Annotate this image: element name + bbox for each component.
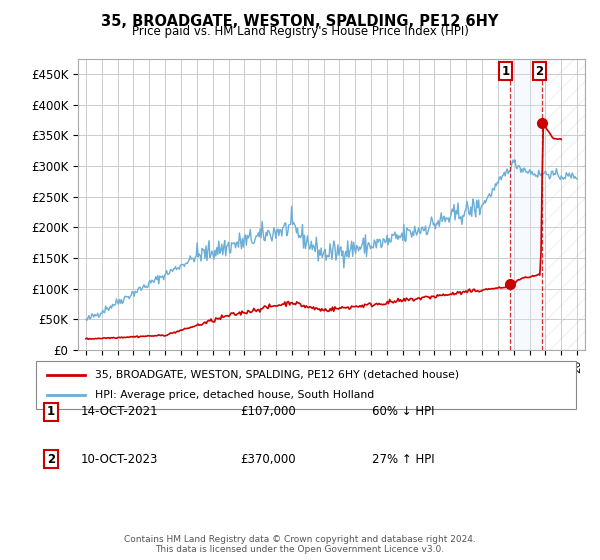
Text: 60% ↓ HPI: 60% ↓ HPI [372, 405, 434, 418]
Text: 1: 1 [47, 405, 55, 418]
Text: £107,000: £107,000 [240, 405, 296, 418]
Text: £370,000: £370,000 [240, 452, 296, 466]
Bar [511, 59, 542, 350]
Text: Contains HM Land Registry data © Crown copyright and database right 2024.
This d: Contains HM Land Registry data © Crown c… [124, 535, 476, 554]
Text: 1: 1 [502, 64, 509, 78]
Text: 14-OCT-2021: 14-OCT-2021 [81, 405, 158, 418]
Text: 2: 2 [47, 452, 55, 466]
Text: 27% ↑ HPI: 27% ↑ HPI [372, 452, 434, 466]
FancyBboxPatch shape [36, 361, 576, 409]
Text: Price paid vs. HM Land Registry's House Price Index (HPI): Price paid vs. HM Land Registry's House … [131, 25, 469, 38]
Text: HPI: Average price, detached house, South Holland: HPI: Average price, detached house, Sout… [95, 390, 374, 400]
Text: 2: 2 [536, 64, 544, 78]
Text: 35, BROADGATE, WESTON, SPALDING, PE12 6HY (detached house): 35, BROADGATE, WESTON, SPALDING, PE12 6H… [95, 370, 460, 380]
Bar [542, 59, 585, 350]
Text: 10-OCT-2023: 10-OCT-2023 [81, 452, 158, 466]
Text: 35, BROADGATE, WESTON, SPALDING, PE12 6HY: 35, BROADGATE, WESTON, SPALDING, PE12 6H… [101, 14, 499, 29]
